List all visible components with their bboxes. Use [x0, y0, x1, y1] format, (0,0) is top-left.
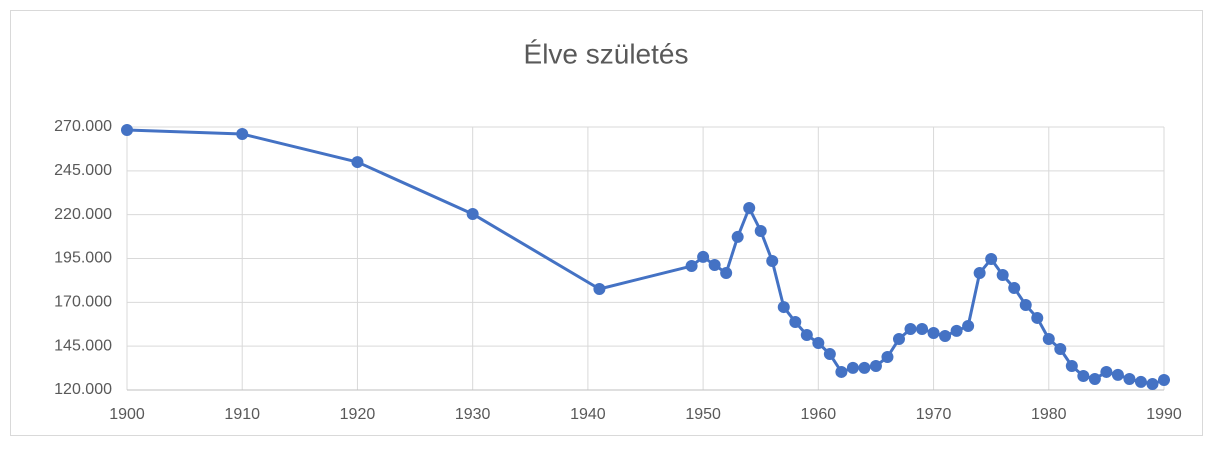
y-tick-label: 245.000	[54, 162, 112, 179]
y-tick-label: 120.000	[54, 381, 112, 398]
data-point	[1100, 365, 1113, 378]
x-tick-label: 1950	[685, 406, 721, 423]
x-tick-label: 1960	[801, 406, 837, 423]
data-point	[1158, 374, 1170, 387]
x-tick-label: 1930	[455, 406, 491, 423]
data-point	[121, 123, 133, 136]
data-point	[950, 324, 963, 337]
data-point	[789, 315, 802, 328]
data-point	[904, 322, 917, 335]
data-point	[996, 268, 1009, 281]
data-point	[962, 320, 975, 333]
data-point	[916, 322, 929, 335]
data-point	[708, 258, 721, 271]
data-point	[812, 337, 825, 350]
data-point	[1019, 298, 1032, 311]
data-point	[593, 283, 606, 296]
data-point	[1123, 372, 1136, 385]
data-point	[1008, 281, 1021, 294]
data-point	[697, 250, 710, 263]
data-point	[985, 253, 998, 266]
data-point	[1077, 369, 1090, 382]
data-point	[766, 254, 779, 267]
data-point	[892, 332, 905, 345]
data-point	[685, 260, 698, 273]
y-tick-label: 145.000	[54, 337, 112, 354]
data-point	[720, 267, 733, 280]
data-point	[800, 328, 813, 341]
data-point	[869, 359, 882, 372]
data-point	[846, 361, 859, 374]
data-point	[1054, 342, 1067, 355]
data-point	[466, 207, 479, 220]
chart-border	[10, 10, 1203, 436]
y-tick-label: 195.000	[54, 250, 112, 267]
y-tick-label: 220.000	[54, 206, 112, 223]
x-tick-label: 1920	[340, 406, 376, 423]
chart-title: Élve születés	[524, 38, 689, 69]
x-tick-label: 1990	[1146, 406, 1182, 423]
data-point	[973, 267, 986, 280]
data-point	[927, 327, 940, 340]
data-point	[823, 348, 836, 361]
data-point	[1146, 378, 1159, 391]
data-point	[754, 224, 767, 237]
data-point	[236, 128, 249, 141]
data-point	[777, 301, 790, 314]
data-point	[858, 361, 871, 374]
x-tick-label: 1940	[570, 406, 606, 423]
y-tick-label: 270.000	[54, 118, 112, 135]
y-tick-label: 170.000	[54, 294, 112, 311]
x-tick-label: 1970	[916, 406, 952, 423]
x-tick-label: 1980	[1031, 406, 1067, 423]
data-point	[835, 365, 848, 378]
x-tick-label: 1900	[109, 406, 145, 423]
data-point	[1111, 368, 1124, 381]
data-point	[881, 351, 894, 364]
data-point	[939, 329, 952, 342]
data-point	[743, 202, 756, 215]
data-point	[1031, 311, 1044, 324]
data-point	[351, 156, 364, 169]
data-point	[1088, 372, 1101, 385]
data-point	[1134, 375, 1147, 388]
data-point	[731, 230, 744, 243]
data-point	[1042, 332, 1055, 345]
data-point	[1065, 359, 1078, 372]
x-tick-label: 1910	[224, 406, 260, 423]
